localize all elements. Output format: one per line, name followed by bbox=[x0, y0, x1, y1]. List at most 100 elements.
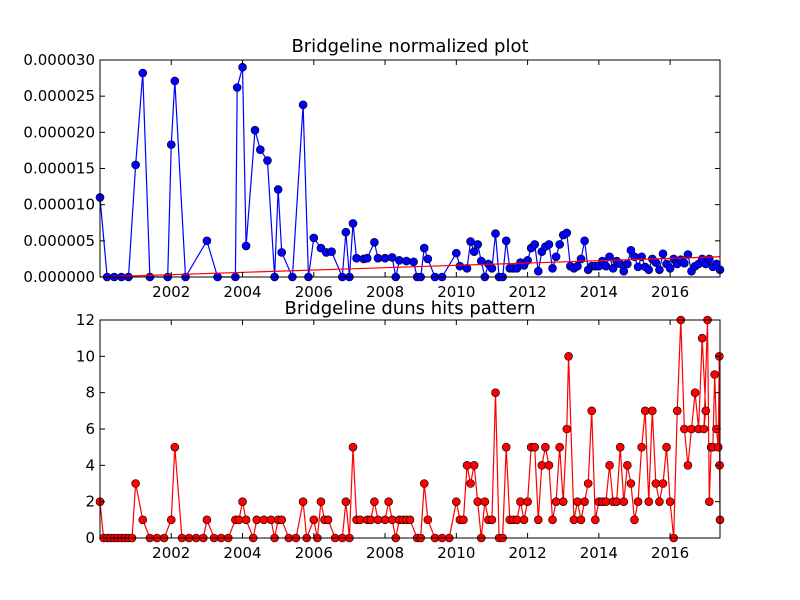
duns-hits-data-point bbox=[370, 497, 379, 506]
duns-hits-data-point bbox=[366, 515, 376, 525]
normalized-ytick-label: 0.000030 bbox=[23, 51, 95, 69]
duns-hits-data-point bbox=[655, 497, 664, 506]
normalized-data-point bbox=[623, 259, 632, 269]
normalized-plot-title: Bridgeline normalized plot bbox=[291, 36, 528, 57]
duns-hits-plot-title: Bridgeline duns hits pattern bbox=[285, 298, 536, 319]
duns-hits-data-point bbox=[533, 515, 543, 525]
normalized-data-point bbox=[608, 264, 618, 273]
normalized-data-point bbox=[362, 253, 372, 263]
duns-hits-data-point bbox=[419, 479, 429, 488]
duns-hits-data-point bbox=[516, 497, 525, 506]
normalized-data-point bbox=[370, 237, 379, 247]
normalized-data-point bbox=[491, 229, 500, 238]
normalized-data-point bbox=[263, 156, 272, 165]
duns-hits-xtick-label: 2006 bbox=[295, 544, 333, 562]
duns-hits-data-point bbox=[590, 515, 600, 525]
duns-hits-data-point bbox=[672, 406, 682, 416]
duns-hits-data-point bbox=[384, 497, 393, 506]
normalized-xtick-label: 2016 bbox=[651, 283, 689, 301]
normalized-xtick-label: 2008 bbox=[366, 283, 404, 301]
normalized-ytick-label: 0.000000 bbox=[23, 268, 95, 286]
duns-hits-data-point bbox=[680, 424, 689, 434]
duns-hits-data-point bbox=[473, 497, 483, 506]
normalized-plot-frame bbox=[99, 59, 721, 278]
duns-hits-data-point bbox=[241, 515, 251, 525]
normalized-ytick-label: 0.000010 bbox=[23, 196, 95, 214]
duns-hits-plot-frame bbox=[99, 319, 721, 539]
normalized-data-point bbox=[256, 145, 265, 154]
duns-hits-data-point bbox=[562, 424, 572, 434]
duns-hits-data-point bbox=[713, 442, 723, 452]
normalized-data-point bbox=[548, 264, 557, 273]
normalized-xtick-label: 2010 bbox=[437, 283, 475, 301]
duns-hits-data-point bbox=[537, 461, 547, 470]
normalized-data-point bbox=[551, 252, 561, 262]
duns-hits-data-point bbox=[266, 515, 276, 525]
duns-hits-data-point bbox=[523, 497, 532, 506]
normalized-data-point bbox=[395, 256, 404, 265]
normalized-data-point bbox=[473, 240, 483, 249]
normalized-data-point bbox=[619, 266, 629, 276]
duns-hits-data-point bbox=[665, 497, 675, 506]
duns-hits-data-point bbox=[558, 497, 568, 506]
duns-hits-data-point bbox=[697, 333, 707, 343]
duns-hits-data-point bbox=[690, 388, 700, 397]
duns-hits-data-point bbox=[480, 497, 490, 506]
duns-hits-xtick-label: 2012 bbox=[508, 544, 546, 562]
normalized-data-point bbox=[562, 228, 572, 238]
duns-hits-ytick-label: 6 bbox=[85, 420, 95, 438]
duns-hits-data-point bbox=[309, 515, 319, 525]
normalized-data-point bbox=[580, 236, 589, 246]
normalized-data-point bbox=[466, 237, 475, 246]
normalized-data-point bbox=[277, 248, 287, 257]
duns-hits-data-point bbox=[405, 515, 415, 525]
normalized-data-point bbox=[605, 252, 614, 262]
duns-hits-data-point bbox=[619, 497, 629, 506]
duns-hits-data-point bbox=[576, 515, 586, 525]
normalized-data-point bbox=[455, 261, 465, 271]
normalized-data-point bbox=[131, 160, 140, 170]
duns-hits-data-point bbox=[651, 479, 661, 488]
duns-hits-data-point bbox=[202, 515, 212, 525]
duns-hits-data-point bbox=[551, 497, 561, 506]
duns-hits-data-point bbox=[605, 461, 614, 470]
duns-hits-data-point bbox=[705, 497, 714, 506]
duns-hits-series-line-0 bbox=[99, 319, 721, 541]
normalized-data-point bbox=[665, 264, 675, 273]
duns-hits-data-point bbox=[373, 515, 383, 525]
duns-hits-data-point bbox=[541, 442, 550, 452]
normalized-data-point bbox=[138, 68, 148, 78]
duns-hits-ytick-label: 10 bbox=[76, 347, 95, 365]
normalized-data-point bbox=[273, 185, 283, 194]
duns-hits-data-point bbox=[259, 515, 269, 525]
duns-hits-data-point bbox=[348, 442, 358, 452]
normalized-data-point bbox=[348, 219, 358, 228]
duns-hits-data-point bbox=[555, 442, 564, 452]
duns-hits-data-point bbox=[316, 497, 326, 506]
duns-hits-data-point bbox=[355, 515, 365, 525]
duns-hits-ytick-label: 2 bbox=[85, 493, 95, 511]
duns-hits-data-point bbox=[452, 497, 461, 506]
normalized-data-point bbox=[573, 261, 582, 271]
duns-hits-data-point bbox=[564, 352, 573, 361]
normalized-series-line-1 bbox=[99, 256, 721, 278]
normalized-ytick-label: 0.000015 bbox=[23, 160, 95, 178]
duns-hits-data-point bbox=[687, 424, 696, 434]
duns-hits-data-point bbox=[277, 515, 287, 525]
normalized-data-point bbox=[380, 253, 390, 263]
duns-hits-data-point bbox=[601, 497, 611, 506]
duns-hits-data-point bbox=[462, 461, 472, 470]
normalized-data-point bbox=[170, 76, 180, 86]
duns-hits-ytick-label: 4 bbox=[85, 456, 95, 474]
duns-hits-ytick-label: 0 bbox=[85, 529, 95, 547]
duns-hits-data-point bbox=[234, 515, 244, 525]
normalized-data-point bbox=[544, 240, 554, 249]
duns-hits-data-point bbox=[491, 388, 500, 397]
normalized-data-point bbox=[555, 240, 564, 249]
duns-hits-data-point bbox=[658, 479, 668, 488]
duns-hits-data-point bbox=[640, 406, 650, 416]
duns-hits-xtick-label: 2010 bbox=[437, 544, 475, 562]
duns-hits-data-point bbox=[423, 515, 433, 525]
duns-hits-xtick-label: 2004 bbox=[223, 544, 261, 562]
normalized-data-point bbox=[232, 83, 242, 92]
